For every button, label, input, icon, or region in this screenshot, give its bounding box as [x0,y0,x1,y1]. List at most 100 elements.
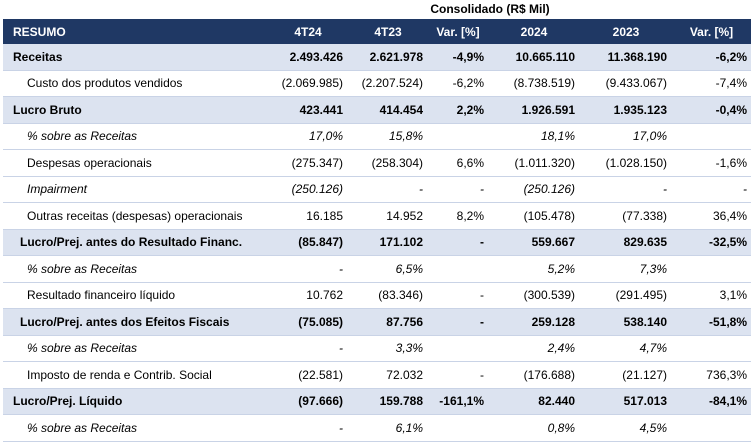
row-value: 87.756 [348,308,428,336]
row-value: 159.788 [348,388,428,415]
row-value: 18,1% [488,123,580,150]
row-value: 5,2% [488,255,580,283]
row-value: 2,2% [428,96,488,124]
row-value: (83.346) [348,282,428,309]
row-value [672,255,751,283]
table-row: Resultado financeiro líquido 10.762 (83.34… [3,282,751,309]
row-label: Custo dos produtos vendidos [3,70,268,97]
row-value: - [268,335,348,362]
header-resumo: RESUMO [3,19,268,44]
row-value: 17,0% [268,123,348,150]
row-value [672,335,751,362]
table-row: Despesas operacionais (275.347) (258.304) 6… [3,149,751,177]
table-row: Lucro/Prej. Líquido (97.666) 159.788 -161,1… [3,388,751,415]
table-row: Lucro/Prej. antes dos Efeitos Fiscais (75… [3,308,751,336]
row-label: % sobre as Receitas [3,335,268,362]
row-value: 15,8% [348,123,428,150]
row-value: (250.126) [268,176,348,203]
row-value: (275.347) [268,149,348,177]
row-value: 517.013 [580,388,672,415]
row-value: -4,9% [428,44,488,71]
row-value: (258.304) [348,149,428,177]
row-label: % sobre as Receitas [3,123,268,150]
row-label: Lucro/Prej. antes dos Efeitos Fiscais [3,308,268,336]
header-row: RESUMO 4T24 4T23 Var. [%] 2024 2023 Var.… [3,19,751,44]
row-value: (75.085) [268,308,348,336]
row-label: Despesas operacionais [3,149,268,177]
header-var-year: Var. [%] [672,19,751,44]
header-2024: 2024 [488,19,580,44]
row-value [428,123,488,150]
table-row: Lucro/Prej. antes do Resultado Financ. (8… [3,229,751,256]
header-2023: 2023 [580,19,672,44]
row-value: 72.032 [348,361,428,389]
row-value: - [580,176,672,203]
row-value: -84,1% [672,388,751,415]
row-value: (22.581) [268,361,348,389]
row-value: 16.185 [268,202,348,230]
row-value: 10.665.110 [488,44,580,71]
table-row: % sobre as Receitas 17,0% 15,8% 18,1% 17,0% [3,123,751,150]
header-4t24: 4T24 [268,19,348,44]
row-value: 3,3% [348,335,428,362]
table-body: Receitas 2.493.426 2.621.978 -4,9% 10.665.11… [3,44,751,442]
row-value: 4,7% [580,335,672,362]
row-label: Outras receitas (despesas) operacionais [3,202,268,230]
row-value: 6,5% [348,255,428,283]
row-value: (2.069.985) [268,70,348,97]
consolidated-header: Consolidado (R$ Mil) [430,2,550,16]
row-value: -51,8% [672,308,751,336]
row-value: (9.433.067) [580,70,672,97]
row-value: (77.338) [580,202,672,230]
table-row: Receitas 2.493.426 2.621.978 -4,9% 10.665.11… [3,44,751,71]
row-value: -32,5% [672,229,751,256]
row-value: 538.140 [580,308,672,336]
row-value: (105.478) [488,202,580,230]
row-value: (8.738.519) [488,70,580,97]
row-label: Imposto de renda e Contrib. Social [3,361,268,389]
row-value: 736,3% [672,361,751,389]
row-label: Lucro/Prej. Líquido [3,388,268,415]
row-value: (250.126) [488,176,580,203]
row-value: 6,6% [428,149,488,177]
row-value: 829.635 [580,229,672,256]
row-label: Resultado financeiro líquido [3,282,268,309]
table-row: Imposto de renda e Contrib. Social (22.58… [3,361,751,389]
row-value: -0,4% [672,96,751,124]
row-value: -1,6% [672,149,751,177]
row-value: 1.926.591 [488,96,580,124]
table-row: Outras receitas (despesas) operacionais 1… [3,202,751,230]
row-value: 1.935.123 [580,96,672,124]
row-value: -6,2% [672,44,751,71]
row-value: 171.102 [348,229,428,256]
row-value: - [428,361,488,389]
summary-table: RESUMO 4T24 4T23 Var. [%] 2024 2023 Var.… [3,19,751,442]
row-value: - [428,229,488,256]
row-value: (176.688) [488,361,580,389]
row-value: 8,2% [428,202,488,230]
row-value: -6,2% [428,70,488,97]
row-value: 10.762 [268,282,348,309]
row-value: 559.667 [488,229,580,256]
row-value: 17,0% [580,123,672,150]
header-4t23: 4T23 [348,19,428,44]
row-value [672,123,751,150]
row-value: 82.440 [488,388,580,415]
row-value: (97.666) [268,388,348,415]
row-value: (1.028.150) [580,149,672,177]
row-label: Receitas [3,44,268,71]
row-value: 11.368.190 [580,44,672,71]
row-value: 2.621.978 [348,44,428,71]
row-value: (291.495) [580,282,672,309]
table-row: Custo dos produtos vendidos (2.069.985) (2… [3,70,751,97]
header-var-quarter: Var. [%] [428,19,488,44]
row-value: - [428,176,488,203]
table-row: % sobre as Receitas -6,5% 5,2% 7,3% [3,255,751,283]
row-value: (21.127) [580,361,672,389]
row-value: 7,3% [580,255,672,283]
row-value [428,255,488,283]
row-label: Lucro Bruto [3,96,268,124]
row-value: (2.207.524) [348,70,428,97]
row-value: -161,1% [428,388,488,415]
row-value: 423.441 [268,96,348,124]
